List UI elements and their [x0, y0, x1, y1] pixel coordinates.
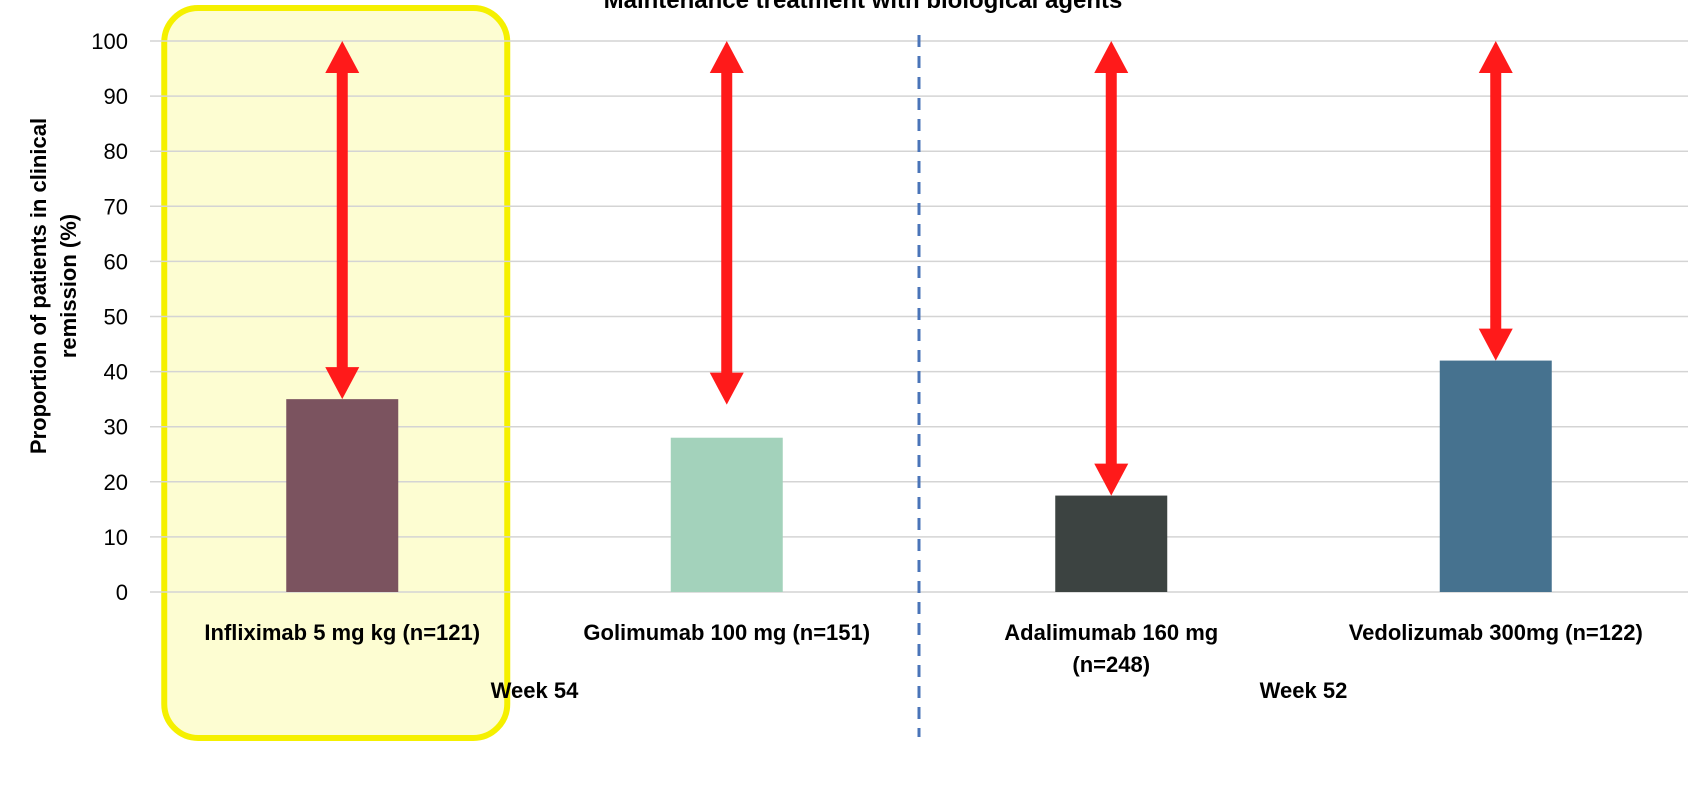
y-tick-label: 70: [104, 194, 128, 219]
arrow-head-down: [709, 372, 744, 405]
chart-title: Maintenance treatment with biological ag…: [604, 0, 1123, 14]
y-tick-label: 30: [104, 415, 128, 440]
y-tick-label: 40: [104, 360, 128, 385]
y-tick-label: 20: [104, 470, 128, 495]
arrow-head-up: [709, 41, 744, 73]
y-tick-label: 90: [104, 84, 128, 109]
bar: [286, 399, 399, 592]
y-tick-label: 80: [104, 139, 128, 164]
group-label: Week 52: [1260, 678, 1348, 703]
bar: [1439, 360, 1552, 592]
bar: [670, 437, 783, 592]
y-tick-label: 0: [116, 580, 128, 605]
arrow-head-up: [1094, 41, 1129, 73]
y-axis-label: Proportion of patients in clinical remiss…: [26, 118, 81, 454]
y-tick-label: 100: [91, 29, 128, 54]
category-label: (n=248): [1072, 652, 1150, 677]
y-axis-label-line: Proportion of patients in clinical: [26, 118, 51, 454]
arrow-head-up: [325, 41, 360, 73]
group-label: Week 54: [491, 678, 579, 703]
category-label: Adalimumab 160 mg: [1004, 620, 1218, 645]
category-label: Vedolizumab 300mg (n=122): [1349, 620, 1643, 645]
arrow-head-up: [1478, 41, 1513, 73]
arrow-head-down: [325, 367, 360, 400]
category-label: Infliximab 5 mg kg (n=121): [204, 620, 480, 645]
bar: [1055, 495, 1168, 592]
arrow-head-down: [1094, 463, 1129, 496]
y-axis-label-line: remission (%): [56, 214, 81, 358]
arrow-head-down: [1478, 328, 1513, 361]
y-tick-label: 10: [104, 525, 128, 550]
y-tick-label: 50: [104, 305, 128, 330]
y-tick-label: 60: [104, 249, 128, 274]
category-label: Golimumab 100 mg (n=151): [583, 620, 870, 645]
